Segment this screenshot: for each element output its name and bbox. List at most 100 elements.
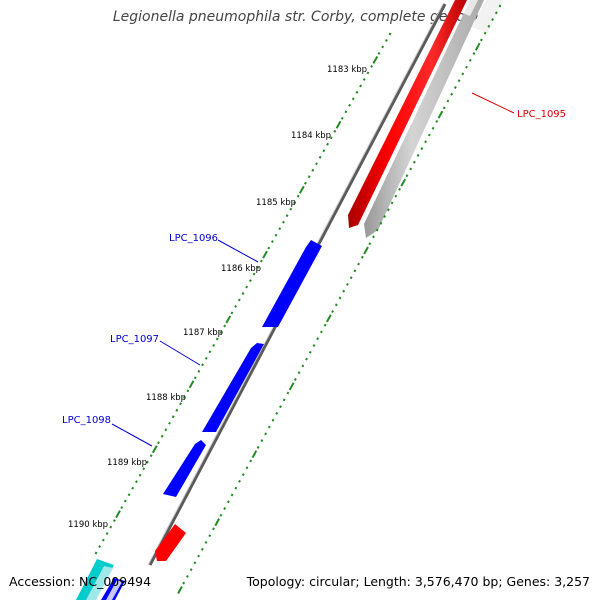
inner-ruler-minor-tick <box>398 187 401 191</box>
outer-ruler-minor-tick <box>344 110 348 114</box>
outer-ruler-minor-tick <box>366 71 370 75</box>
label-leader-lpc-1095 <box>471 92 515 114</box>
inner-ruler-minor-tick <box>297 371 301 375</box>
outer-ruler-minor-tick <box>329 136 333 140</box>
outer-ruler-minor-tick <box>160 434 164 438</box>
inner-ruler-minor-tick <box>450 92 454 96</box>
ruler-tick-label: 1185 kbp <box>256 198 296 208</box>
outer-ruler-minor-tick <box>193 376 197 380</box>
outer-ruler <box>94 32 392 555</box>
inner-ruler-minor-tick <box>331 310 334 314</box>
inner-ruler-minor-tick <box>208 534 212 538</box>
inner-ruler-minor-tick <box>226 500 230 504</box>
forward-gene-cyan-highlight <box>86 566 113 600</box>
topology-summary-text: Topology: circular; Length: 3,576,470 bp… <box>246 574 590 589</box>
ruler-tick-label: 1189 kbp <box>107 458 147 468</box>
outer-ruler-minor-tick <box>131 486 135 490</box>
inner-ruler-minor-tick <box>223 507 227 510</box>
outer-ruler-minor-tick <box>348 103 351 107</box>
gene-label-lpc-1095[interactable]: LPC_1095 <box>517 109 566 120</box>
outer-ruler-minor-tick <box>109 525 113 529</box>
outer-ruler-minor-tick <box>315 162 318 166</box>
reverse-gene-highlight <box>463 0 478 16</box>
label-leader-lpc-1097 <box>159 340 201 366</box>
inner-ruler-minor-tick <box>372 235 375 239</box>
outer-ruler-minor-tick <box>377 51 381 55</box>
inner-ruler-minor-tick <box>379 221 383 225</box>
inner-ruler-minor-tick <box>193 561 197 565</box>
outer-ruler-minor-tick <box>318 155 322 159</box>
inner-ruler-minor-tick <box>234 486 238 490</box>
inner-ruler-minor-tick <box>483 31 487 35</box>
inner-ruler-minor-tick <box>461 72 465 76</box>
inner-ruler-minor-tick <box>197 554 200 558</box>
gene-label-lpc-1098[interactable]: LPC_1098 <box>62 415 111 426</box>
inner-ruler-major-tick <box>326 314 332 323</box>
outer-ruler-minor-tick <box>94 551 98 555</box>
outer-ruler-minor-tick <box>201 363 204 367</box>
inner-ruler-major-tick <box>437 110 444 119</box>
reverse-gene-small[interactable] <box>155 524 186 561</box>
inner-ruler-minor-tick <box>468 58 472 62</box>
outer-ruler-minor-tick <box>340 116 344 120</box>
accession-text: Accession: NC_009494 <box>9 574 152 589</box>
inner-ruler-minor-tick <box>368 242 372 246</box>
inner-ruler-minor-tick <box>375 228 379 232</box>
outer-ruler-major-tick <box>262 250 268 259</box>
inner-ruler-minor-tick <box>453 86 457 89</box>
outer-ruler-minor-tick <box>164 428 168 432</box>
inner-ruler-minor-tick <box>465 65 468 69</box>
outer-ruler-minor-tick <box>215 337 219 341</box>
outer-ruler-minor-tick <box>384 38 388 42</box>
label-leader-lpc-1098 <box>111 423 153 447</box>
inner-ruler-minor-tick <box>491 18 494 22</box>
inner-ruler-minor-tick <box>316 337 320 341</box>
forward-gene-lpc-1096[interactable] <box>262 240 322 327</box>
outer-ruler-minor-tick <box>212 343 215 347</box>
outer-ruler-minor-tick <box>267 246 271 250</box>
inner-ruler-minor-tick <box>349 276 353 280</box>
map-title: Legionella pneumophila str. Corby, compl… <box>112 9 488 25</box>
inner-ruler-minor-tick <box>230 493 234 497</box>
reverse-gene-shadow-top <box>472 0 503 33</box>
outer-ruler-minor-tick <box>256 266 260 269</box>
inner-ruler-major-tick <box>177 586 183 594</box>
ruler-tick-label: 1190 kbp <box>68 520 108 530</box>
inner-ruler-minor-tick <box>249 459 253 463</box>
outer-ruler-minor-tick <box>370 64 374 68</box>
label-leader-lpc-1096 <box>217 239 259 263</box>
outer-ruler-minor-tick <box>355 90 359 94</box>
outer-ruler-major-tick <box>298 185 305 194</box>
outer-ruler-minor-tick <box>135 480 138 484</box>
inner-ruler-major-tick <box>400 178 407 187</box>
ruler-tick-label: 1188 kbp <box>146 393 186 403</box>
outer-ruler-minor-tick <box>304 181 307 185</box>
gene-label-lpc-1097[interactable]: LPC_1097 <box>110 334 159 345</box>
forward-gene-lpc-1097[interactable] <box>202 343 264 432</box>
outer-ruler-minor-tick <box>326 142 329 146</box>
outer-ruler-minor-tick <box>230 311 234 315</box>
inner-ruler-minor-tick <box>212 527 215 531</box>
outer-ruler-minor-tick <box>278 227 282 231</box>
inner-ruler-minor-tick <box>427 133 431 137</box>
outer-ruler-minor-tick <box>142 467 146 471</box>
inner-ruler-minor-tick <box>301 364 305 368</box>
outer-ruler-minor-tick <box>105 532 109 536</box>
outer-ruler-minor-tick <box>296 194 300 198</box>
outer-ruler-minor-tick <box>175 408 179 412</box>
outer-ruler-minor-tick <box>234 304 238 308</box>
gene-label-lpc-1096[interactable]: LPC_1096 <box>169 233 218 244</box>
outer-ruler-minor-tick <box>351 97 355 101</box>
outer-ruler-minor-tick <box>252 272 256 276</box>
forward-gene-lpc-1098[interactable] <box>163 440 206 497</box>
outer-ruler-minor-tick <box>157 441 160 445</box>
inner-ruler-minor-tick <box>420 147 424 151</box>
inner-ruler-minor-tick <box>431 126 435 130</box>
reverse-gene-lpc-1095[interactable] <box>348 0 467 228</box>
outer-ruler-minor-tick <box>120 506 124 510</box>
outer-ruler-minor-tick <box>259 259 263 263</box>
outer-ruler-minor-tick <box>289 207 293 211</box>
outer-ruler-minor-tick <box>223 324 227 328</box>
outer-ruler-major-tick <box>115 510 121 519</box>
outer-ruler-minor-tick <box>322 149 326 153</box>
